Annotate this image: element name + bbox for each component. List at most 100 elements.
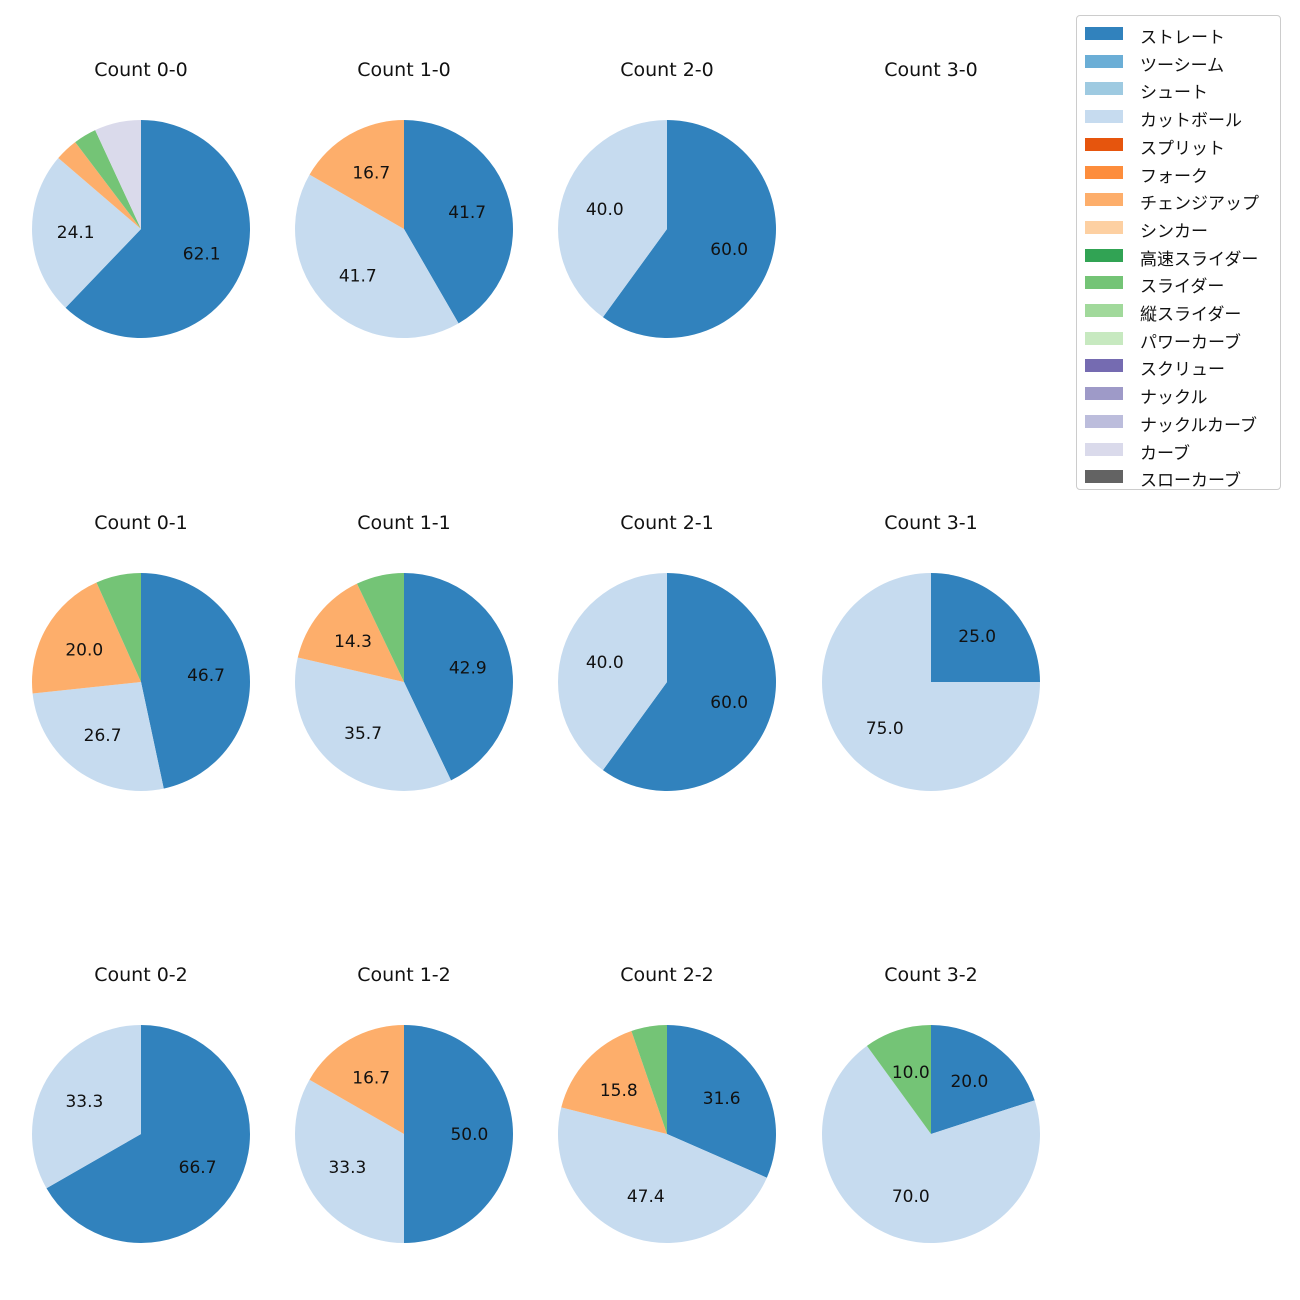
slice-label: 41.7 bbox=[339, 266, 377, 286]
slice-label: 33.3 bbox=[65, 1092, 103, 1112]
legend-label: スライダー bbox=[1140, 277, 1225, 298]
pie-slice bbox=[557, 1107, 767, 1244]
pie-slice bbox=[631, 1025, 667, 1134]
slice-label: 33.3 bbox=[328, 1158, 366, 1178]
pie-title: Count 1-2 bbox=[357, 964, 451, 986]
pie-slice bbox=[75, 130, 141, 229]
legend-item: パワーカーブ bbox=[1077, 325, 1280, 353]
pie-slice bbox=[404, 1025, 513, 1243]
slice-label: 10.0 bbox=[892, 1063, 930, 1083]
legend-label: 高速スライダー bbox=[1140, 249, 1259, 270]
slice-label: 70.0 bbox=[892, 1187, 930, 1207]
legend-swatch bbox=[1085, 359, 1123, 373]
pie-11: Count 2-2 31.6 47.4 15.8 bbox=[557, 964, 777, 1244]
slice-label: 20.0 bbox=[950, 1072, 988, 1092]
pie-title: Count 3-0 bbox=[884, 59, 978, 81]
pie-slice bbox=[558, 573, 667, 771]
legend-item: シンカー bbox=[1077, 214, 1280, 242]
legend-swatch bbox=[1085, 165, 1123, 179]
pie-title: Count 3-2 bbox=[884, 964, 978, 986]
legend-swatch bbox=[1085, 304, 1123, 317]
pie-7: Count 2-1 60.0 40.0 bbox=[558, 512, 777, 791]
slice-label: 60.0 bbox=[710, 693, 748, 713]
legend-label: シンカー bbox=[1140, 221, 1208, 242]
pie-slice bbox=[602, 573, 777, 791]
pie-slice bbox=[404, 573, 513, 781]
slice-label: 47.4 bbox=[627, 1187, 665, 1207]
pie-title: Count 2-2 bbox=[620, 964, 714, 986]
slice-label: 50.0 bbox=[450, 1125, 488, 1145]
pie-slice bbox=[32, 158, 142, 308]
slice-label: 26.7 bbox=[84, 726, 122, 746]
pie-slice bbox=[931, 573, 1040, 682]
pie-9: Count 0-2 66.7 33.3 bbox=[32, 964, 251, 1243]
pie-3: Count 2-0 60.0 40.0 bbox=[558, 59, 777, 338]
pie-slice bbox=[295, 1079, 404, 1243]
legend-item: カットボール bbox=[1077, 103, 1280, 131]
legend-swatch bbox=[1085, 414, 1123, 428]
pie-slice bbox=[58, 142, 141, 229]
legend-item: チェンジアップ bbox=[1077, 186, 1280, 214]
pie-slice bbox=[558, 120, 667, 318]
legend-swatch bbox=[1085, 54, 1123, 68]
slice-label: 15.8 bbox=[600, 1081, 638, 1101]
legend-label: シュート bbox=[1140, 83, 1208, 104]
legend-label: ナックル bbox=[1140, 388, 1208, 409]
slice-label: 14.3 bbox=[334, 632, 372, 652]
slice-label: 60.0 bbox=[710, 240, 748, 260]
legend-label: スプリット bbox=[1140, 138, 1225, 159]
legend-label: チェンジアップ bbox=[1140, 194, 1259, 215]
legend-item: ツーシーム bbox=[1077, 48, 1280, 76]
pie-title: Count 2-0 bbox=[620, 59, 714, 81]
legend: ストレート ツーシームシュートカットボール スプリットフォークチェンジアップ シンカー… bbox=[1076, 15, 1281, 491]
pie-title: Count 2-1 bbox=[620, 512, 714, 534]
pie-slice bbox=[32, 682, 164, 792]
legend-swatch bbox=[1085, 331, 1123, 345]
pie-4: Count 3-0 bbox=[884, 59, 978, 81]
legend-item: スプリット bbox=[1077, 131, 1280, 159]
pie-title: Count 0-0 bbox=[94, 59, 188, 81]
pie-2: Count 1-0 41.7 41.7 16.7 bbox=[295, 59, 514, 338]
legend-item: 高速スライダー bbox=[1077, 242, 1280, 270]
legend-swatch bbox=[1085, 82, 1123, 96]
pie-slice bbox=[822, 573, 1040, 791]
legend-item: スローカーブ bbox=[1077, 463, 1280, 491]
pie-slice bbox=[141, 573, 251, 789]
pie-slice bbox=[931, 1025, 1035, 1134]
legend-item: スクリュー bbox=[1077, 352, 1280, 380]
legend-label: ナックルカーブ bbox=[1140, 415, 1257, 436]
slice-label: 16.7 bbox=[352, 163, 390, 183]
pie-5: Count 0-1 46.7 26.7 20.0 bbox=[31, 512, 251, 792]
legend-item: ナックル bbox=[1077, 380, 1280, 408]
pie-slice bbox=[297, 583, 404, 682]
pie-12: Count 3-2 20.0 70.0 10.0 bbox=[822, 964, 1041, 1243]
legend-swatch bbox=[1085, 387, 1123, 401]
pie-slice bbox=[866, 1025, 931, 1134]
slice-label: 42.9 bbox=[449, 659, 487, 679]
pie-slice bbox=[356, 573, 404, 682]
pie-slice bbox=[309, 1025, 404, 1134]
legend-item: ナックルカーブ bbox=[1077, 408, 1280, 436]
pie-slice bbox=[295, 657, 452, 791]
legend-swatch bbox=[1085, 442, 1123, 456]
pie-slice bbox=[602, 120, 777, 338]
pie-slice bbox=[309, 120, 404, 229]
pie-slice bbox=[404, 120, 514, 324]
slice-label: 75.0 bbox=[866, 719, 904, 739]
pie-slice bbox=[65, 120, 251, 338]
legend-label: カットボール bbox=[1140, 111, 1242, 132]
pie-title: Count 0-1 bbox=[94, 512, 188, 534]
legend-label: スクリュー bbox=[1140, 360, 1225, 381]
slice-label: 40.0 bbox=[586, 200, 624, 220]
legend-label: ストレート bbox=[1140, 28, 1225, 48]
slice-label: 16.7 bbox=[352, 1068, 390, 1088]
slice-label: 46.7 bbox=[187, 666, 225, 686]
legend-label: カーブ bbox=[1140, 443, 1190, 464]
legend-label: フォーク bbox=[1140, 166, 1208, 187]
pie-slice bbox=[32, 1025, 141, 1189]
legend-swatch bbox=[1085, 276, 1123, 290]
legend-swatch bbox=[1085, 193, 1123, 207]
slice-label: 41.7 bbox=[448, 203, 486, 223]
legend-swatch bbox=[1085, 137, 1123, 151]
